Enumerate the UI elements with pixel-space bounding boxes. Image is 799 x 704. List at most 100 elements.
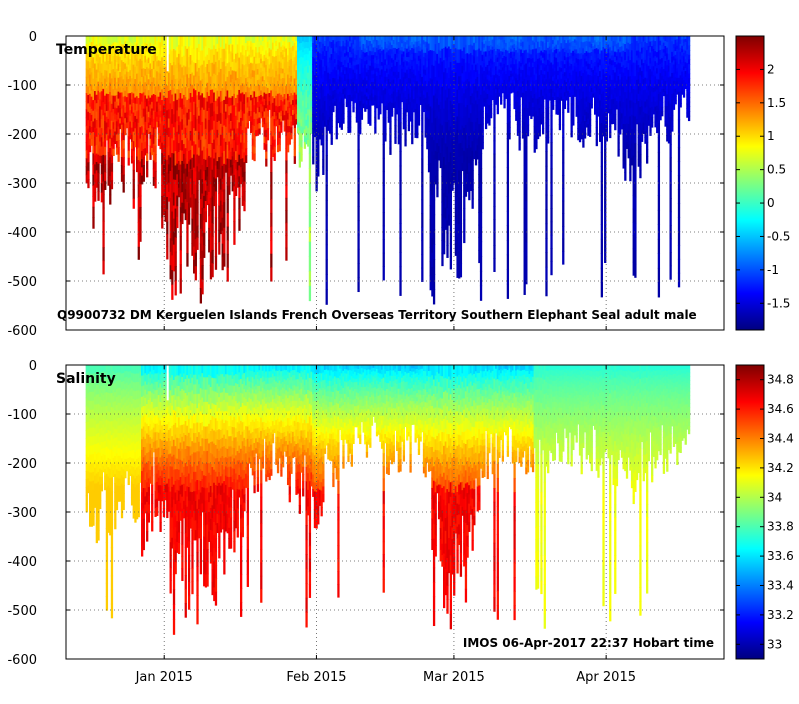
heatmap-cell [175, 266, 177, 281]
heatmap-cell [433, 244, 435, 259]
heatmap-cell [379, 105, 381, 110]
heatmap-cell [399, 151, 401, 166]
heatmap-cell [267, 128, 269, 134]
heatmap-cell [394, 137, 396, 144]
heatmap-cell [196, 190, 198, 202]
heatmap-cell [326, 155, 328, 171]
heatmap-cell [535, 142, 537, 149]
heatmap-cell [233, 221, 235, 233]
heatmap-cell [460, 210, 462, 224]
heatmap-cell [102, 195, 104, 209]
heatmap-cell [223, 253, 225, 266]
heatmap-cell [218, 242, 220, 255]
heatmap-cell [436, 170, 438, 180]
heatmap-cell [211, 210, 213, 224]
heatmap-cell [357, 235, 359, 250]
heatmap-cell [519, 99, 521, 106]
heatmap-cell [270, 199, 272, 213]
heatmap-cell [379, 109, 381, 114]
heatmap-cell [154, 179, 156, 188]
heatmap-cell [322, 151, 324, 159]
heatmap-cell [118, 140, 120, 148]
heatmap-cell [361, 115, 363, 120]
heatmap-cell [527, 125, 529, 131]
heatmap-cell [342, 109, 344, 114]
heatmap-cell [128, 151, 130, 159]
heatmap-cell [171, 285, 173, 300]
heatmap-cell [490, 104, 492, 109]
heatmap-cell [545, 281, 547, 296]
heatmap-cell [369, 110, 371, 116]
heatmap-cell [118, 147, 120, 155]
heatmap-cell [143, 157, 145, 166]
heatmap-cell [267, 117, 269, 123]
heatmap-cell [139, 184, 141, 196]
heatmap-cell [294, 135, 296, 143]
heatmap-cell [369, 115, 371, 121]
heatmap-cell [472, 179, 474, 189]
heatmap-cell [480, 153, 482, 168]
heatmap-cell [201, 265, 203, 280]
heatmap-cell [228, 185, 230, 194]
heatmap-cell [490, 100, 492, 105]
heatmap-cell [493, 141, 495, 155]
heatmap-cell [196, 202, 198, 214]
heatmap-cell [176, 206, 178, 217]
heatmap-cell [472, 170, 474, 180]
heatmap-cell [342, 118, 344, 123]
heatmap-cell [545, 267, 547, 282]
heatmap-cell [180, 250, 182, 265]
heatmap-cell [383, 226, 385, 240]
heatmap-cell [545, 151, 547, 166]
heatmap-cell [463, 197, 465, 209]
heatmap-cell [493, 167, 495, 181]
heatmap-cell [450, 191, 452, 205]
heatmap-cell [369, 120, 371, 126]
heatmap-cell [133, 170, 135, 180]
heatmap-cell [267, 111, 269, 117]
heatmap-cell [274, 153, 276, 161]
heatmap-cell [399, 238, 401, 253]
heatmap-cell [223, 215, 225, 228]
heatmap-cell [102, 234, 104, 248]
heatmap-cell [223, 228, 225, 241]
heatmap-cell [267, 134, 269, 140]
heatmap-cell [527, 119, 529, 125]
heatmap-cell [542, 117, 544, 123]
heatmap-cell [450, 243, 452, 257]
heatmap-cell [519, 131, 521, 138]
heatmap-cell [472, 160, 474, 170]
heatmap-cell [285, 223, 287, 236]
heatmap-cell [411, 126, 413, 133]
heatmap-cell [123, 183, 125, 192]
heatmap-cell [421, 172, 423, 186]
heatmap-cell [326, 200, 328, 216]
heatmap-cell [433, 259, 435, 274]
heatmap-cell [227, 267, 229, 281]
heatmap-cell [508, 116, 510, 122]
heatmap-cell [460, 237, 462, 251]
heatmap-cell [394, 125, 396, 132]
heatmap-cell [128, 158, 130, 166]
heatmap-cell [357, 220, 359, 235]
heatmap-cell [175, 252, 177, 267]
heatmap-cell [399, 252, 401, 267]
heatmap-cell [433, 185, 435, 200]
heatmap-cell [383, 144, 385, 158]
heatmap-cell [525, 256, 527, 270]
heatmap-cell [482, 124, 484, 131]
heatmap-cell [394, 119, 396, 126]
heatmap-cell [253, 147, 255, 155]
heatmap-cell [87, 162, 89, 171]
heatmap-cell [436, 161, 438, 171]
heatmap-cell [383, 199, 385, 213]
heatmap-cell [181, 213, 183, 224]
heatmap-cell [215, 204, 217, 218]
heatmap-cell [233, 198, 235, 210]
heatmap-cell [309, 139, 311, 154]
heatmap-cell [421, 186, 423, 200]
heatmap-cell [542, 123, 544, 129]
heatmap-cell [315, 182, 317, 191]
heatmap-cell [349, 116, 351, 122]
heatmap-cell [211, 250, 213, 264]
